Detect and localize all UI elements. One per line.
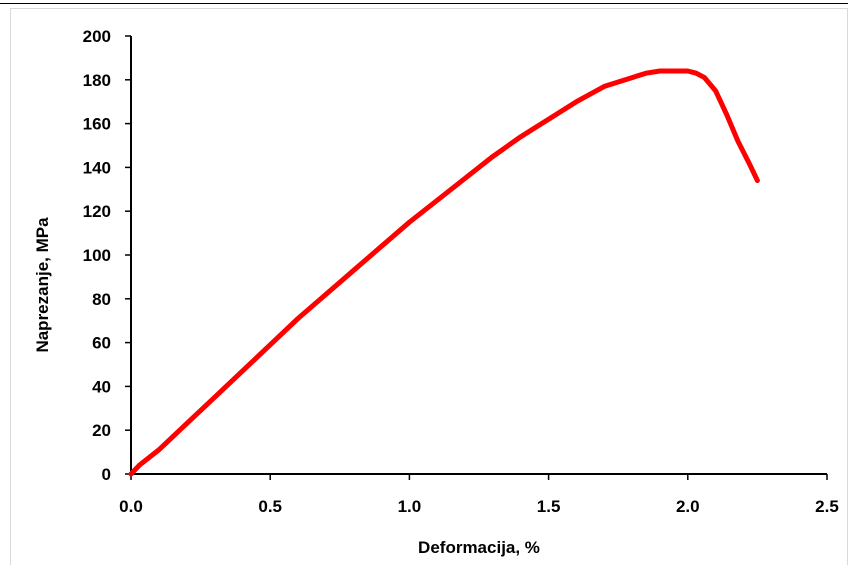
x-tick-label: 1.0 (398, 497, 422, 516)
x-tick-label: 2.0 (676, 497, 700, 516)
chart-border-top (10, 8, 848, 9)
y-tick-label: 140 (83, 158, 111, 177)
y-tick-label: 60 (92, 334, 111, 353)
x-axis-title: Deformacija, % (418, 538, 540, 557)
y-axis-title: Naprezanje, MPa (33, 217, 52, 353)
y-tick-label: 100 (83, 246, 111, 265)
y-tick-label: 80 (92, 290, 111, 309)
y-tick-label: 0 (102, 465, 111, 484)
y-tick-label: 120 (83, 202, 111, 221)
x-tick-label: 1.5 (537, 497, 561, 516)
x-axis-ticks: 0.0 0.5 1.0 1.5 2.0 2.5 (119, 474, 839, 516)
chart-border-left (10, 8, 11, 565)
series-line-0 (128, 68, 760, 477)
series-layer (128, 68, 760, 477)
y-tick-label: 180 (83, 71, 111, 90)
y-tick-label: 40 (92, 377, 111, 396)
y-tick-label: 200 (83, 27, 111, 46)
top-rule (0, 3, 848, 4)
y-tick-label: 20 (92, 421, 111, 440)
x-tick-label: 0.5 (258, 497, 282, 516)
x-tick-label: 0.0 (119, 497, 143, 516)
y-tick-label: 160 (83, 115, 111, 134)
y-axis-ticks: 0 20 40 60 80 100 120 140 160 180 200 (83, 27, 131, 484)
x-tick-label: 2.5 (815, 497, 839, 516)
